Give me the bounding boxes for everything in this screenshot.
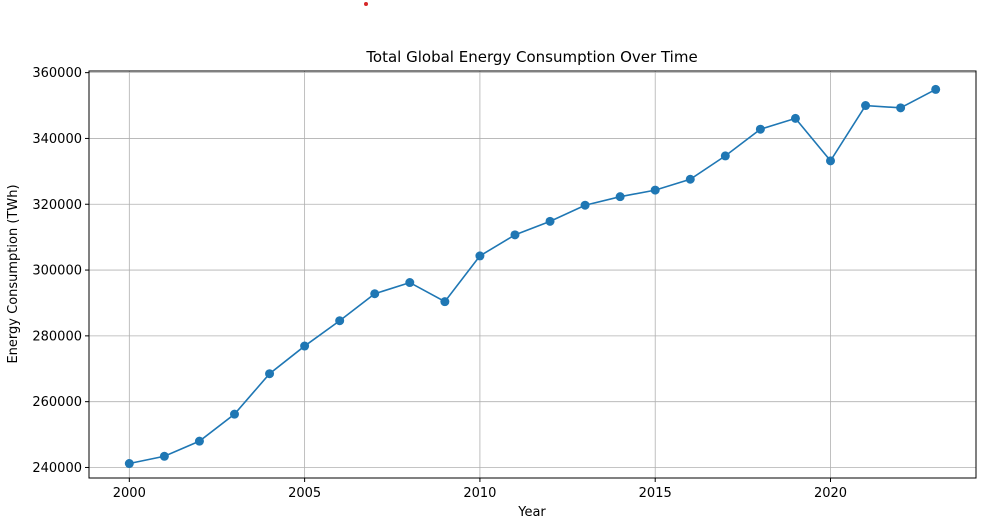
x-tick-label: 2005 — [288, 486, 321, 501]
data-point — [265, 369, 275, 379]
data-point — [335, 316, 345, 326]
y-tick-label: 260000 — [32, 395, 82, 410]
data-point — [159, 451, 169, 461]
data-point — [826, 156, 836, 166]
data-point — [755, 124, 765, 134]
data-point — [615, 192, 625, 202]
x-tick-label: 2000 — [113, 486, 146, 501]
data-point — [861, 101, 871, 111]
data-point — [440, 297, 450, 307]
data-point — [720, 151, 730, 161]
y-tick-label: 300000 — [32, 264, 82, 279]
y-tick-label: 340000 — [32, 132, 82, 147]
plot-area-frame — [88, 70, 977, 479]
y-tick-label: 320000 — [32, 198, 82, 213]
data-point — [370, 289, 380, 299]
axis-ticks: 2000 2005 2010 2015 2020 240000 260000 280000 30… — [32, 66, 847, 501]
x-axis-label: Year — [517, 505, 546, 520]
x-tick-label: 2010 — [463, 486, 496, 501]
y-axis-label: Energy Consumption (TWh) — [6, 184, 21, 363]
x-tick-label: 2020 — [814, 486, 847, 501]
y-tick-label: 240000 — [32, 461, 82, 476]
data-point — [300, 341, 310, 351]
y-tick-label: 360000 — [32, 66, 82, 81]
data-point — [510, 230, 520, 240]
x-tick-label: 2015 — [639, 486, 672, 501]
red-marker-dot — [364, 2, 368, 6]
data-point — [475, 251, 485, 261]
data-point — [685, 174, 695, 184]
data-point — [405, 278, 415, 288]
data-point — [580, 200, 590, 210]
series-line — [129, 88, 937, 465]
chart-title: Total Global Energy Consumption Over Tim… — [365, 48, 697, 66]
y-tick-label: 280000 — [32, 329, 82, 344]
grid-lines — [89, 71, 976, 478]
data-point — [790, 113, 800, 123]
data-point — [650, 185, 660, 195]
data-point — [124, 459, 134, 469]
data-point — [194, 436, 204, 446]
data-point — [545, 216, 555, 226]
series-layer — [124, 84, 941, 469]
data-point — [931, 84, 941, 94]
data-point — [229, 409, 239, 419]
data-point — [896, 103, 906, 113]
